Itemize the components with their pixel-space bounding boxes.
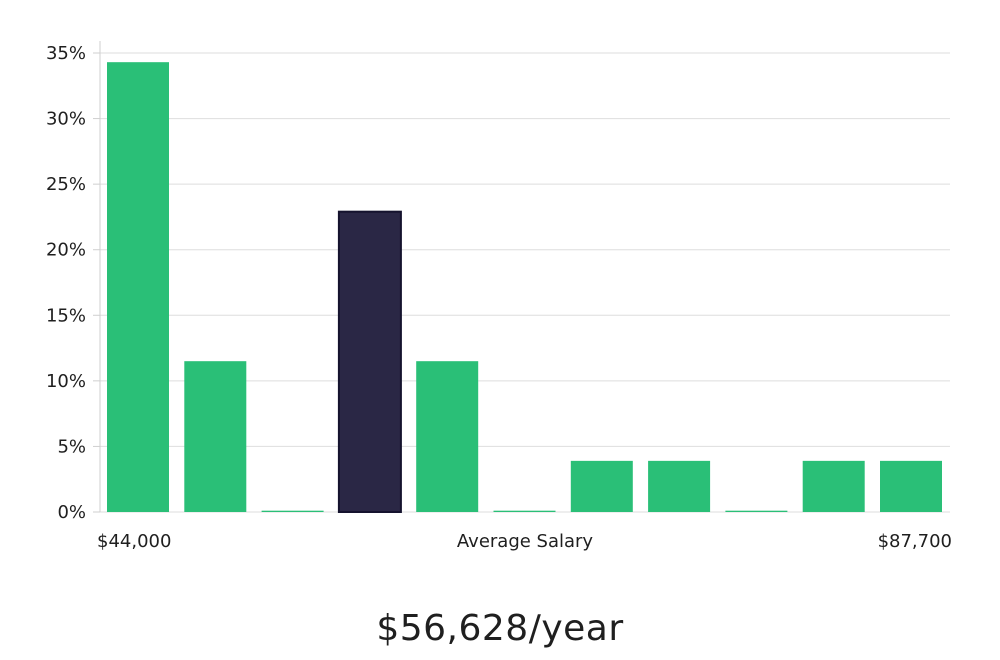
bar-highlighted	[337, 210, 402, 513]
bar	[880, 460, 942, 512]
average-salary-value: $56,628/year	[376, 608, 624, 649]
y-tick-label: 5%	[57, 436, 86, 457]
bar	[493, 510, 556, 512]
y-tick-label: 10%	[46, 371, 86, 392]
bars	[107, 62, 942, 513]
bar	[184, 361, 247, 512]
salary-histogram: 0% 5% 10% 15% 20% 25% 30% 35% $44,000 Average S…	[46, 41, 952, 552]
y-tick-label: 20%	[46, 240, 86, 261]
y-tick-label: 15%	[46, 305, 86, 326]
bar	[416, 361, 479, 512]
bar	[570, 460, 633, 512]
y-axis-ticks: 0% 5% 10% 15% 20% 25% 30% 35%	[46, 43, 100, 523]
x-axis-title: Average Salary	[457, 531, 594, 552]
bar	[648, 460, 711, 512]
bar	[802, 460, 865, 512]
x-axis-max-label: $87,700	[878, 531, 952, 552]
y-tick-label: 30%	[46, 109, 86, 130]
bar	[261, 510, 324, 512]
bar	[725, 510, 788, 512]
y-tick-label: 0%	[57, 502, 86, 523]
bar	[107, 62, 169, 513]
y-tick-label: 35%	[46, 43, 86, 64]
x-axis-min-label: $44,000	[97, 531, 171, 552]
y-tick-label: 25%	[46, 174, 86, 195]
